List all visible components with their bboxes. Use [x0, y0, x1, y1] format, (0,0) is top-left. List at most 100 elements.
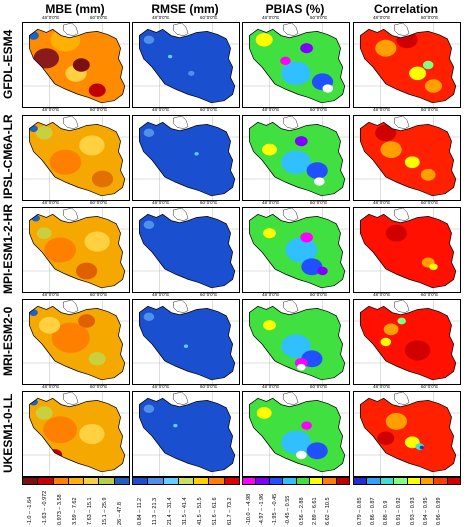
map-value-region: [397, 317, 406, 325]
map-value-region: [306, 442, 328, 460]
caspian-sea: [394, 116, 410, 129]
legend-swatch: [336, 478, 349, 484]
longitude-label: 60°0'0"E: [310, 107, 328, 112]
map-fill: [249, 306, 345, 380]
legend-tick-label: 6.62 – 10.5: [325, 497, 332, 525]
longitude-label: 60°0'0"E: [310, 384, 328, 389]
map-value-region: [49, 149, 82, 175]
map-value-region: [322, 84, 334, 93]
legend-tick-label: -1.0 – -1.64: [26, 496, 33, 525]
legend-swatch: [243, 478, 257, 484]
longitude-label: 48°0'0"E: [152, 200, 170, 205]
legend-swatch: [407, 478, 421, 484]
map-fill: [249, 214, 345, 288]
country-border: [138, 121, 236, 197]
map-panel-mbe: [22, 391, 130, 477]
map-base-fill: [360, 29, 456, 103]
map-value-region: [263, 228, 276, 239]
caspian-sea: [63, 300, 79, 313]
country-border: [359, 28, 457, 104]
map-value-region: [300, 232, 313, 243]
map-value-region: [255, 33, 273, 47]
iran-map: [243, 23, 349, 107]
longitude-label: 60°0'0"E: [90, 384, 108, 389]
caspian-sea: [63, 23, 79, 36]
longitude-label: 60°0'0"E: [90, 15, 108, 20]
legend-tick-label: 0.84 – 11.2: [136, 497, 143, 525]
column-header-mbe: MBE (mm): [45, 2, 105, 16]
longitude-label: 48°0'0"E: [152, 384, 170, 389]
longitude-label: 48°0'0"E: [373, 200, 391, 205]
map-panel-mbe: [22, 299, 130, 385]
legend-tick-label: 0.93 – 0.93: [409, 497, 416, 525]
map-fill: [139, 398, 235, 472]
map-fill: [360, 29, 456, 103]
map-value-region: [173, 423, 178, 428]
legend-swatch: [38, 478, 54, 484]
legend-tick-label: 3.59 – 7.62: [72, 497, 78, 525]
map-value-region: [78, 314, 96, 328]
country-border: [138, 397, 236, 473]
legend-swatch: [323, 478, 337, 484]
legend-tick-label: -4.97 – -1.96: [258, 493, 265, 525]
country-border: [359, 213, 457, 289]
caspian-sea: [394, 208, 410, 221]
iran-map: [354, 392, 460, 476]
legend-tick-label: 0.79 – 0.85: [356, 497, 363, 525]
map-value-region: [79, 423, 105, 445]
longitude-label: 60°0'0"E: [421, 292, 439, 297]
country-border: [248, 121, 346, 197]
map-panel-corr: [353, 299, 461, 385]
country-border: [28, 305, 126, 381]
row-label: UKESM1-0-LL: [1, 393, 15, 473]
map-panel-rmse: [132, 391, 240, 477]
country-border: [359, 121, 457, 197]
map-panel-mbe: [22, 22, 130, 108]
map-value-region: [419, 445, 424, 450]
map-value-region: [409, 66, 427, 81]
map-value-region: [429, 263, 438, 271]
legend-tick-label: -10.0 – -4.98: [245, 493, 252, 525]
iran-map: [354, 300, 460, 384]
legend-tick-label: 7.63 – 15.1: [87, 497, 94, 525]
map-value-region: [76, 262, 98, 280]
country-border: [359, 397, 457, 473]
map-panel-pbias: [242, 391, 350, 477]
map-value-region: [317, 266, 328, 276]
map-value-region: [385, 224, 407, 242]
map-value-region: [425, 79, 442, 93]
legend-tick-label: -1.95 – -0.45: [272, 493, 279, 525]
row-label: MPI-ESM1-2-HR: [1, 203, 15, 294]
country-border: [248, 28, 346, 104]
iran-map: [243, 300, 349, 384]
iran-map: [23, 392, 129, 476]
map-fill: [29, 306, 125, 380]
map-panel-pbias: [242, 22, 350, 108]
map-value-region: [385, 413, 407, 430]
map-value-region: [84, 231, 110, 252]
caspian-sea: [283, 208, 299, 221]
legend-tick-label: 21.4 – 31.4: [166, 497, 173, 525]
map-fill: [29, 122, 125, 196]
map-base-fill: [360, 398, 456, 472]
legend-swatch: [309, 478, 324, 484]
map-fill: [249, 398, 345, 472]
map-value-region: [143, 404, 155, 413]
caspian-sea: [173, 208, 189, 221]
legend-tick-label: 51.6 – 61.6: [212, 497, 219, 525]
map-value-region: [35, 126, 53, 140]
map-panel-pbias: [242, 299, 350, 385]
map-value-region: [380, 337, 392, 347]
legend-swatch: [394, 478, 408, 484]
longitude-label: 48°0'0"E: [152, 107, 170, 112]
legend-tick-label: 11.3 – 21.3: [151, 497, 158, 525]
map-base-fill: [360, 214, 456, 288]
map-value-region: [300, 43, 313, 54]
legend-swatch: [354, 478, 368, 484]
longitude-label: 48°0'0"E: [262, 292, 280, 297]
caspian-sea: [63, 208, 79, 221]
iran-map: [23, 208, 129, 292]
map-value-region: [296, 450, 307, 460]
map-fill: [360, 214, 456, 288]
country-border: [248, 305, 346, 381]
